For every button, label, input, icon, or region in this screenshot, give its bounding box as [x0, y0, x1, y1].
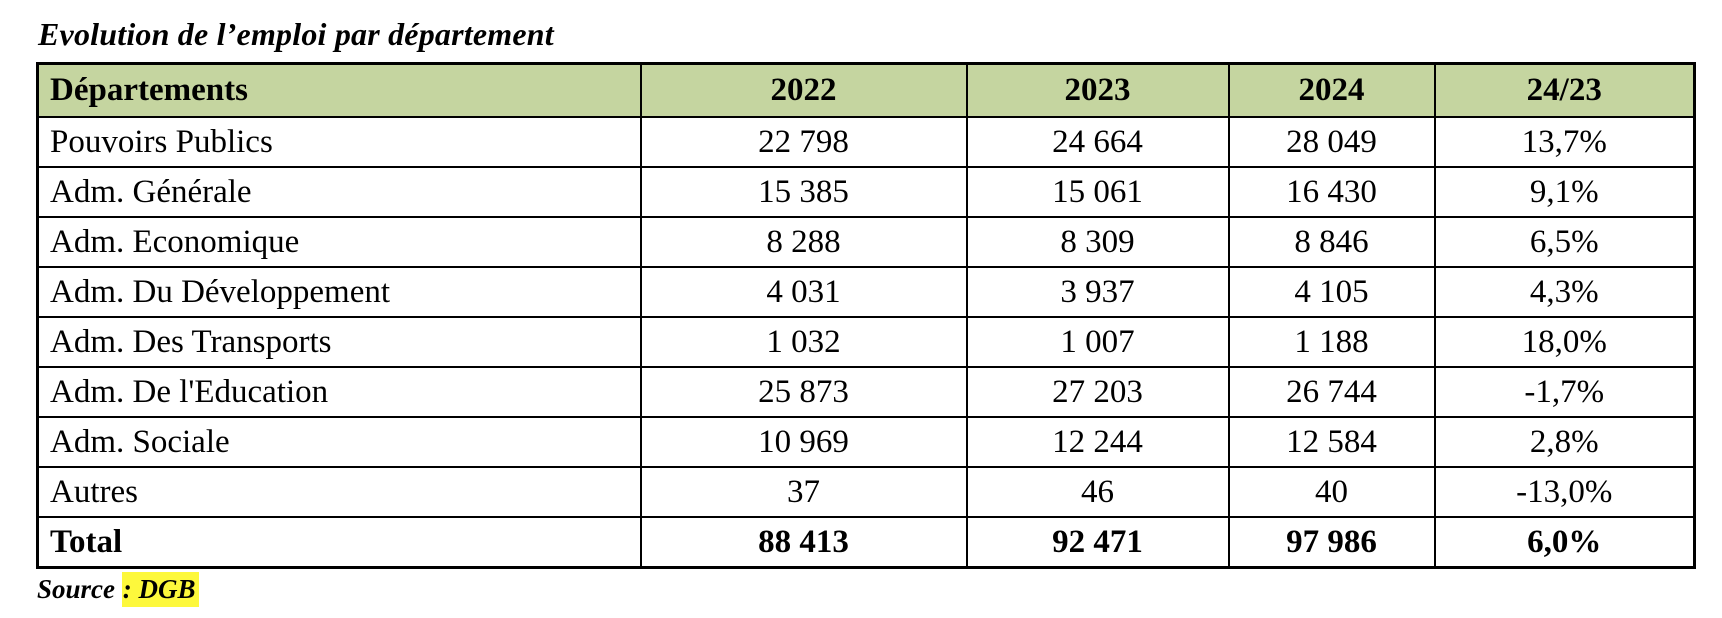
table-row: Adm. Des Transports 1 032 1 007 1 188 18,0%	[36, 316, 1696, 368]
table-head: Départements 2022 2023 2024 24/23	[36, 62, 1696, 118]
table-cell: 12 584	[1227, 416, 1436, 468]
table-cell: 1 007	[965, 316, 1230, 368]
table-cell: 25 873	[639, 366, 968, 418]
table-cell: 18,0%	[1433, 316, 1696, 368]
table-cell: 26 744	[1227, 366, 1436, 418]
table-cell: 4 105	[1227, 266, 1436, 318]
table-row: Adm. Economique 8 288 8 309 8 846 6,5%	[36, 216, 1696, 268]
table-cell: -13,0%	[1433, 466, 1696, 518]
table-cell: 13,7%	[1433, 116, 1696, 168]
source-note: Source : DGB	[37, 572, 1722, 607]
table-row: Adm. De l'Education 25 873 27 203 26 744 -1,…	[36, 366, 1696, 418]
row-label: Autres	[36, 466, 642, 518]
table-row: Adm. Sociale 10 969 12 244 12 584 2,8%	[36, 416, 1696, 468]
table-cell: 16 430	[1227, 166, 1436, 218]
table-header-row: Départements 2022 2023 2024 24/23	[36, 62, 1696, 118]
row-label: Adm. Sociale	[36, 416, 642, 468]
table-cell: 6,0%	[1433, 516, 1696, 569]
table-total-row: Total 88 413 92 471 97 986 6,0%	[36, 516, 1696, 569]
source-value-highlight: : DGB	[121, 572, 199, 607]
source-label: Source	[37, 574, 122, 604]
table-row: Adm. Du Développement 4 031 3 937 4 105 4,3%	[36, 266, 1696, 318]
table-cell: 1 188	[1227, 316, 1436, 368]
page-title: Evolution de l’emploi par département	[38, 16, 554, 52]
table-cell: 97 986	[1227, 516, 1436, 569]
table-cell: 6,5%	[1433, 216, 1696, 268]
table-cell: 15 385	[639, 166, 968, 218]
table-cell: 27 203	[965, 366, 1230, 418]
column-header-2022: 2022	[639, 62, 968, 118]
row-label: Total	[36, 516, 642, 569]
page-content: Evolution de l’emploi par département Dé…	[36, 16, 1722, 607]
table-cell: 8 288	[639, 216, 968, 268]
column-header-2423: 24/23	[1433, 62, 1696, 118]
table-cell: 46	[965, 466, 1230, 518]
row-label: Adm. De l'Education	[36, 366, 642, 418]
table-cell: 4 031	[639, 266, 968, 318]
table-cell: 24 664	[965, 116, 1230, 168]
row-label: Adm. Générale	[36, 166, 642, 218]
row-label: Adm. Economique	[36, 216, 642, 268]
column-header-2023: 2023	[965, 62, 1230, 118]
table-cell: 92 471	[965, 516, 1230, 569]
table-cell: 1 032	[639, 316, 968, 368]
table-body: Pouvoirs Publics 22 798 24 664 28 049 13,7% A…	[36, 116, 1696, 569]
table-cell: 28 049	[1227, 116, 1436, 168]
table-cell: 8 309	[965, 216, 1230, 268]
row-label: Adm. Du Développement	[36, 266, 642, 318]
table-cell: 40	[1227, 466, 1436, 518]
table-row: Adm. Générale 15 385 15 061 16 430 9,1%	[36, 166, 1696, 218]
row-label: Pouvoirs Publics	[36, 116, 642, 168]
table-cell: -1,7%	[1433, 366, 1696, 418]
table-cell: 3 937	[965, 266, 1230, 318]
employment-evolution-table: Départements 2022 2023 2024 24/23 Pouvoirs P…	[36, 62, 1696, 569]
table-cell: 2,8%	[1433, 416, 1696, 468]
table-cell: 37	[639, 466, 968, 518]
table-cell: 9,1%	[1433, 166, 1696, 218]
table-cell: 22 798	[639, 116, 968, 168]
table-cell: 8 846	[1227, 216, 1436, 268]
table-row: Autres 37 46 40 -13,0%	[36, 466, 1696, 518]
column-header-2024: 2024	[1227, 62, 1436, 118]
row-label: Adm. Des Transports	[36, 316, 642, 368]
table-cell: 10 969	[639, 416, 968, 468]
table-cell: 4,3%	[1433, 266, 1696, 318]
table-row: Pouvoirs Publics 22 798 24 664 28 049 13,7%	[36, 116, 1696, 168]
table-cell: 88 413	[639, 516, 968, 569]
table-cell: 12 244	[965, 416, 1230, 468]
column-header-départements: Départements	[36, 62, 642, 118]
table-cell: 15 061	[965, 166, 1230, 218]
